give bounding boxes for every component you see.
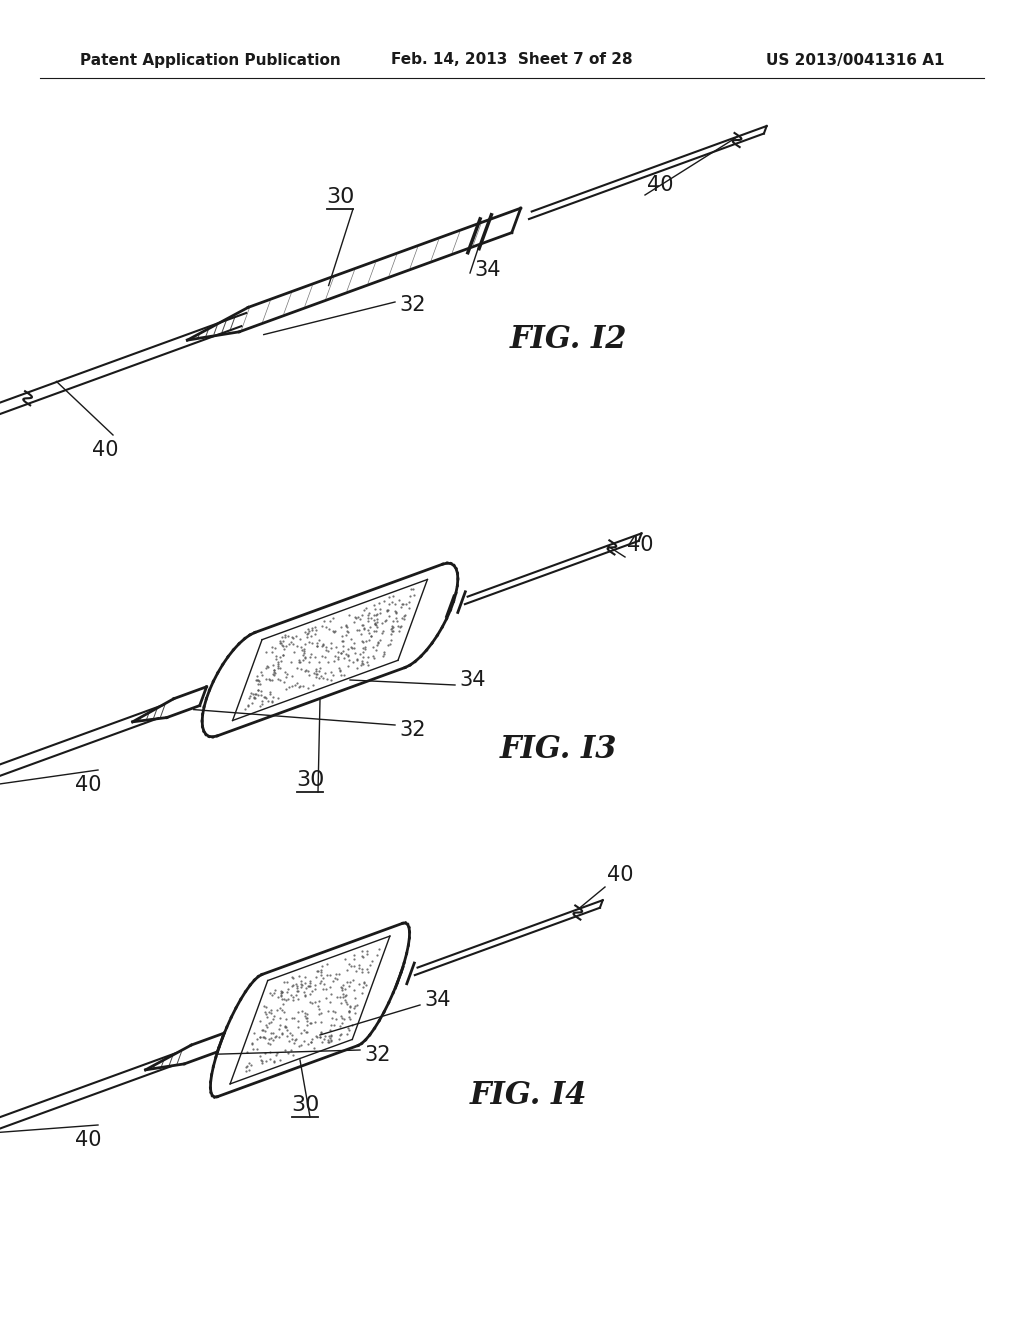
Text: 40: 40: [607, 865, 633, 884]
Text: 40: 40: [75, 1130, 101, 1150]
Text: 32: 32: [364, 1045, 390, 1065]
Text: US 2013/0041316 A1: US 2013/0041316 A1: [766, 53, 944, 67]
Text: 34: 34: [474, 260, 501, 280]
Text: 30: 30: [296, 770, 325, 789]
Text: FIG. I2: FIG. I2: [510, 325, 628, 355]
Text: 40: 40: [75, 775, 101, 795]
Text: Patent Application Publication: Patent Application Publication: [80, 53, 341, 67]
Text: FIG. I3: FIG. I3: [500, 734, 617, 766]
Text: FIG. I4: FIG. I4: [470, 1080, 588, 1110]
Text: Feb. 14, 2013  Sheet 7 of 28: Feb. 14, 2013 Sheet 7 of 28: [391, 53, 633, 67]
Text: 34: 34: [424, 990, 451, 1010]
Text: 30: 30: [326, 187, 354, 207]
Text: 30: 30: [291, 1096, 319, 1115]
Text: 40: 40: [92, 440, 118, 459]
Text: 32: 32: [399, 294, 426, 315]
Text: 34: 34: [459, 671, 485, 690]
Text: 40: 40: [627, 535, 653, 554]
Text: 40: 40: [647, 176, 673, 195]
Text: 32: 32: [399, 719, 426, 741]
